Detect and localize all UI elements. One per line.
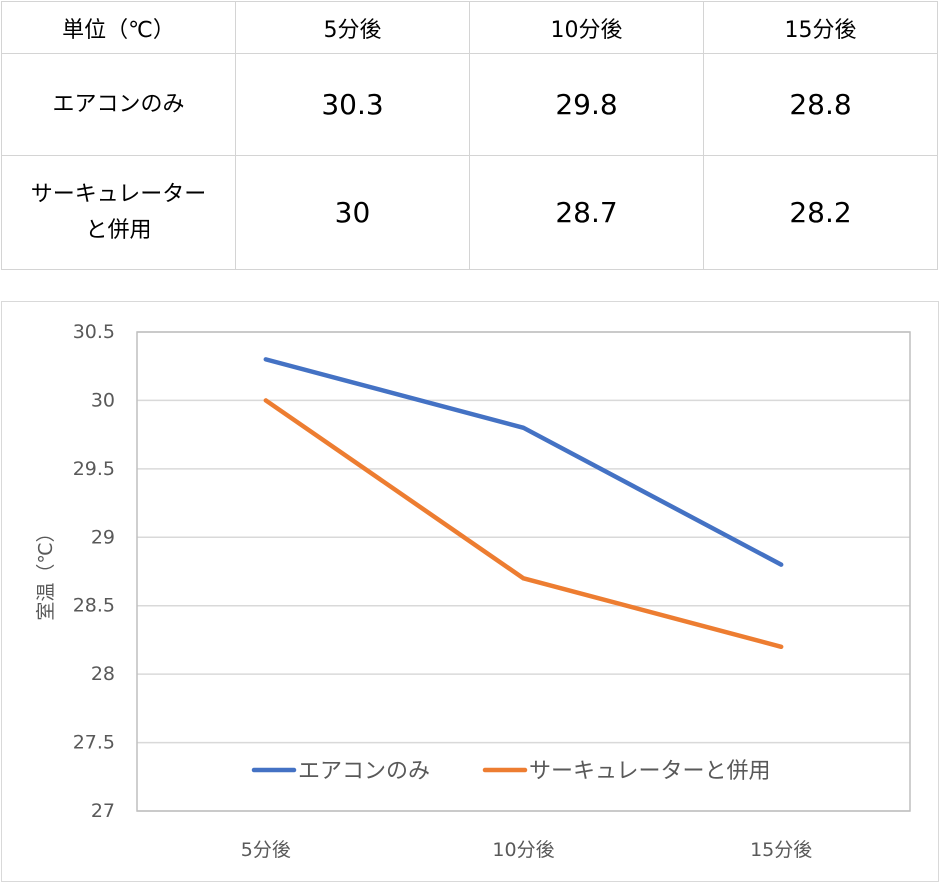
y-tick-label: 29: [91, 526, 115, 548]
y-tick-label: 30.5: [73, 321, 115, 343]
chart-svg: 30.5 30 29.5 29 28.5 28 27.5 27 5分後 10分後 15分後 室温（…: [35, 321, 911, 861]
legend-label: エアコンのみ: [298, 759, 430, 784]
cell-value: 30: [235, 155, 470, 270]
x-tick-label: 15分後: [750, 839, 812, 861]
cell-value: 30.3: [235, 53, 470, 156]
y-tick-label: 29.5: [73, 458, 115, 480]
header-5min: 5分後: [235, 1, 470, 54]
x-tick-label: 10分後: [492, 839, 554, 861]
row-label-line1: サーキュレーター: [30, 181, 207, 207]
series-line-2: [263, 398, 784, 650]
header-15min: 15分後: [703, 1, 938, 54]
legend-label: サーキュレーターと併用: [529, 759, 771, 784]
y-tick-label: 27.5: [73, 732, 115, 754]
series-line-1: [263, 357, 784, 567]
y-tick-label: 28: [91, 663, 115, 685]
line-chart: 30.5 30 29.5 29 28.5 28 27.5 27 5分後 10分後 15分後 室温（…: [1, 301, 939, 882]
table-row: エアコンのみ 30.3 29.8 28.8: [1, 53, 938, 156]
header-unit: 単位（℃）: [1, 1, 236, 54]
x-tick-label: 5分後: [241, 839, 291, 861]
y-tick-label: 30: [91, 389, 115, 411]
row-label-line2: と併用: [85, 217, 152, 243]
row-label-aircon-only: エアコンのみ: [1, 53, 236, 156]
cell-value: 28.2: [703, 155, 938, 270]
y-tick-label: 28.5: [73, 595, 115, 617]
cell-value: 29.8: [469, 53, 704, 156]
cell-value: 28.7: [469, 155, 704, 270]
row-label-with-circulator: サーキュレーター と併用: [1, 155, 236, 270]
cell-value: 28.8: [703, 53, 938, 156]
header-10min: 10分後: [469, 1, 704, 54]
table-row: サーキュレーター と併用 30 28.7 28.2: [1, 155, 938, 270]
table-header-row: 単位（℃） 5分後 10分後 15分後: [1, 1, 938, 54]
plot-area-frame: [136, 331, 911, 812]
y-tick-label: 27: [91, 800, 115, 822]
data-table: 単位（℃） 5分後 10分後 15分後 エアコンのみ 30.3 29.8 28.…: [1, 1, 938, 270]
y-axis-label: 室温（℃）: [35, 523, 57, 620]
